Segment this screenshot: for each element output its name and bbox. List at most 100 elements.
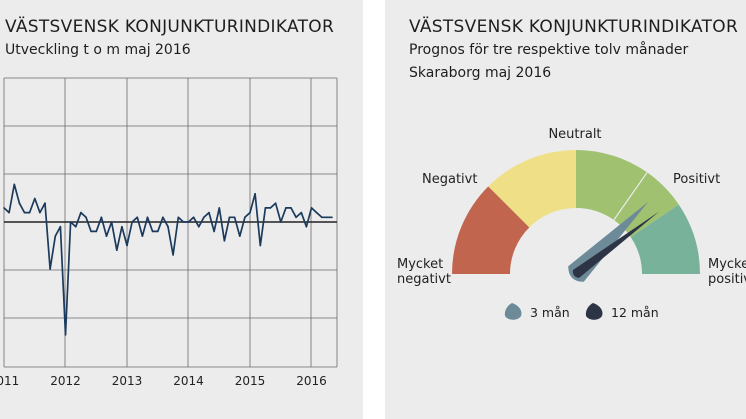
x-tick-label: 2011 (0, 374, 19, 388)
segment-divider (613, 172, 648, 221)
data-point (310, 207, 313, 209)
data-point (162, 216, 164, 219)
data-point (321, 216, 323, 219)
gauge-segment (630, 204, 700, 274)
data-point (3, 207, 5, 209)
data-point (167, 225, 169, 228)
data-point (126, 244, 128, 247)
gauge-chart: Mycket negativtNegativtNeutraltPositivtMy… (397, 127, 746, 320)
data-point (95, 230, 98, 233)
data-point (280, 221, 282, 223)
data-point (13, 183, 16, 186)
gauge-segment (576, 150, 648, 220)
data-point (157, 230, 159, 233)
segment-label: Neutralt (548, 127, 601, 142)
segment-label-line: negativt (397, 272, 451, 287)
data-point (18, 202, 21, 204)
data-point (192, 216, 195, 219)
legend-swatch (504, 303, 522, 320)
segment-label: Negativt (422, 172, 477, 187)
data-point (259, 244, 262, 247)
right-chart-subtitle-line1: Prognos för tre respektive tolv månader (409, 42, 689, 58)
data-point (233, 216, 236, 219)
right-chart-title: VÄSTSVENSK KONJUNKTURINDIKATOR (409, 17, 739, 37)
x-tick-label: 2016 (296, 374, 327, 388)
data-point (285, 207, 287, 209)
data-point (64, 334, 67, 336)
x-tick-label: 2012 (50, 374, 81, 388)
data-point (69, 221, 72, 223)
data-point (254, 193, 256, 195)
left-chart-subtitle: Utveckling t o m maj 2016 (5, 42, 191, 58)
data-point (90, 230, 92, 233)
segment-label-line: Mycket (708, 257, 746, 272)
data-point (44, 202, 46, 204)
data-point (300, 211, 303, 214)
data-point (331, 216, 333, 219)
data-point (249, 211, 251, 214)
data-point (34, 197, 36, 200)
data-point (218, 207, 221, 209)
series-line (3, 183, 332, 336)
data-point (80, 211, 82, 214)
segment-label: Mycket negativt (397, 257, 451, 287)
data-point (290, 207, 292, 209)
data-point (100, 216, 103, 219)
data-point (269, 207, 272, 209)
segment-label: Positivt (673, 172, 720, 187)
data-point (172, 254, 174, 256)
segment-label-line: Mycket (397, 257, 443, 272)
gauge-segment (452, 186, 530, 274)
legend-swatch (585, 303, 603, 320)
data-point (59, 225, 62, 228)
legend-label: 12 mån (611, 305, 659, 320)
line-chart: 2011 2012 2013 2014 2015 2016 (0, 77, 338, 388)
data-point (39, 211, 41, 214)
data-point (151, 230, 154, 233)
data-point (315, 211, 318, 214)
needle (572, 211, 660, 278)
data-point (228, 216, 231, 219)
x-tick-label: 2014 (173, 374, 204, 388)
data-point (141, 235, 144, 237)
gauge-segment (488, 150, 576, 228)
data-point (28, 211, 31, 214)
data-point (23, 211, 26, 214)
segment-label-line: Negativt (422, 172, 477, 187)
data-point (49, 268, 51, 270)
history-panel: VÄSTSVENSK KONJUNKTURINDIKATOR Utvecklin… (0, 0, 363, 419)
segment-label-line: Positivt (673, 172, 720, 187)
right-chart-subtitle-line2: Skaraborg maj 2016 (409, 65, 552, 81)
data-point (75, 225, 77, 228)
left-chart-title: VÄSTSVENSK KONJUNKTURINDIKATOR (5, 17, 335, 37)
data-point (110, 221, 113, 223)
data-point (198, 225, 200, 228)
data-point (187, 221, 190, 223)
data-point (223, 240, 226, 242)
x-tick-label: 2013 (112, 374, 143, 388)
data-point (213, 230, 215, 233)
data-point (208, 211, 210, 214)
data-point (203, 216, 205, 219)
data-point (146, 216, 149, 219)
data-point (295, 216, 297, 219)
data-point (244, 216, 246, 219)
data-point (326, 216, 328, 219)
data-point (239, 235, 241, 237)
forecast-panel: VÄSTSVENSK KONJUNKTURINDIKATOR Prognos f… (385, 0, 746, 419)
data-point (85, 216, 87, 219)
data-point (264, 207, 267, 209)
data-point (177, 216, 180, 219)
segment-label: Mycketpositivt (708, 257, 746, 287)
data-point (131, 221, 133, 223)
data-point (121, 225, 123, 228)
data-point (54, 235, 57, 237)
data-point (182, 221, 185, 223)
data-point (305, 225, 308, 228)
data-point (136, 216, 139, 219)
segment-label-line: Neutralt (548, 127, 601, 142)
data-point (105, 235, 108, 237)
segment-label-line: positivt (708, 272, 746, 287)
data-point (274, 202, 277, 204)
x-tick-label: 2015 (235, 374, 266, 388)
